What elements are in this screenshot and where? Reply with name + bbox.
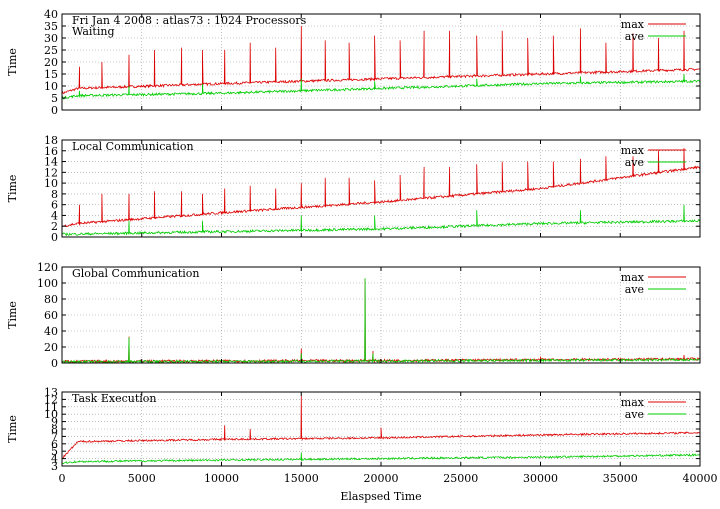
series-line-ave bbox=[62, 278, 701, 364]
y-tick-label: 40 bbox=[44, 325, 58, 338]
x-axis-label: Elaspsed Time bbox=[340, 490, 421, 503]
y-tick-label: 20 bbox=[44, 56, 58, 69]
legend-label-ave: ave bbox=[625, 408, 644, 421]
x-tick-label: 10000 bbox=[204, 472, 239, 485]
y-tick-label: 0 bbox=[51, 357, 58, 370]
y-axis-label: Time bbox=[6, 175, 19, 203]
y-tick-label: 8 bbox=[51, 188, 58, 201]
y-tick-label: 20 bbox=[44, 341, 58, 354]
y-tick-label: 25 bbox=[44, 44, 58, 57]
series-line-max bbox=[61, 25, 701, 95]
y-tick-label: 8 bbox=[51, 423, 58, 436]
y-tick-label: 12 bbox=[44, 393, 58, 406]
y-tick-label: 16 bbox=[44, 145, 58, 158]
y-tick-label: 35 bbox=[44, 20, 58, 33]
y-tick-label: 15 bbox=[44, 68, 58, 81]
x-tick-label: 20000 bbox=[364, 472, 399, 485]
panel-title: Task Execution bbox=[72, 392, 156, 405]
panel-title: Global Communication bbox=[72, 267, 200, 280]
x-tick-label: 35000 bbox=[603, 472, 638, 485]
y-tick-label: 10 bbox=[44, 177, 58, 190]
y-axis-label: Time bbox=[6, 415, 19, 443]
y-tick-label: 13 bbox=[44, 386, 58, 399]
y-axis-label: Time bbox=[6, 48, 19, 76]
y-tick-label: 0 bbox=[51, 231, 58, 244]
y-tick-label: 4 bbox=[51, 209, 58, 222]
legend-label-max: max bbox=[621, 396, 645, 409]
y-tick-label: 10 bbox=[44, 408, 58, 421]
x-tick-label: 40000 bbox=[683, 472, 718, 485]
series-line-max bbox=[61, 395, 701, 460]
x-tick-label: 15000 bbox=[284, 472, 319, 485]
y-tick-label: 9 bbox=[51, 416, 58, 429]
y-tick-label: 0 bbox=[51, 104, 58, 117]
x-tick-label: 30000 bbox=[523, 472, 558, 485]
y-tick-label: 10 bbox=[44, 80, 58, 93]
y-tick-label: 40 bbox=[44, 8, 58, 21]
y-tick-label: 18 bbox=[44, 134, 58, 147]
y-tick-label: 2 bbox=[51, 220, 58, 233]
y-tick-label: 5 bbox=[51, 92, 58, 105]
legend-label-max: max bbox=[621, 144, 645, 157]
y-tick-label: 14 bbox=[44, 156, 58, 169]
y-tick-label: 6 bbox=[51, 199, 58, 212]
y-axis-label: Time bbox=[6, 301, 19, 329]
y-tick-label: 4 bbox=[51, 453, 58, 466]
y-tick-label: 3 bbox=[51, 460, 58, 473]
legend-label-max: max bbox=[621, 271, 645, 284]
panel-title: Fri Jan 4 2008 : atlas73 : 1024 Processo… bbox=[72, 14, 307, 27]
legend-label-max: max bbox=[621, 18, 645, 31]
y-tick-label: 100 bbox=[37, 277, 58, 290]
panel-title: Local Communication bbox=[72, 140, 194, 153]
y-tick-label: 80 bbox=[44, 293, 58, 306]
legend-label-ave: ave bbox=[625, 30, 644, 43]
legend-label-ave: ave bbox=[625, 156, 644, 169]
x-tick-label: 5000 bbox=[128, 472, 156, 485]
y-tick-label: 30 bbox=[44, 32, 58, 45]
x-tick-label: 25000 bbox=[443, 472, 478, 485]
series-line-ave bbox=[61, 452, 701, 464]
series-line-ave bbox=[61, 204, 701, 237]
y-tick-label: 12 bbox=[44, 166, 58, 179]
series-line-max bbox=[61, 148, 701, 228]
legend-label-ave: ave bbox=[625, 283, 644, 296]
y-tick-label: 6 bbox=[51, 438, 58, 451]
panel-subtitle: Waiting bbox=[72, 25, 115, 38]
y-tick-label: 7 bbox=[51, 430, 58, 443]
y-tick-label: 5 bbox=[51, 445, 58, 458]
y-tick-label: 120 bbox=[37, 261, 58, 274]
x-tick-label: 0 bbox=[59, 472, 66, 485]
series-line-ave bbox=[61, 73, 701, 100]
y-tick-label: 60 bbox=[44, 309, 58, 322]
y-tick-label: 11 bbox=[44, 401, 58, 414]
